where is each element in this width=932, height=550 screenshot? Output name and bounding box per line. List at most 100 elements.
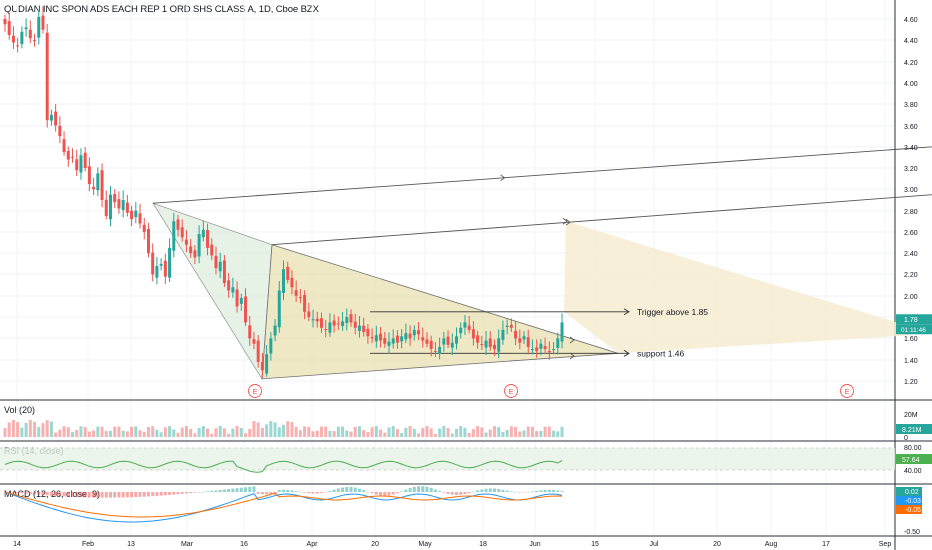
- volume-last-tag: [896, 424, 932, 434]
- time-tick-label: Jul: [650, 541, 659, 548]
- projection-area: [564, 221, 932, 354]
- volume-bar: [556, 431, 560, 437]
- price-tick-label: 2.80: [904, 209, 918, 216]
- candle: [248, 325, 252, 339]
- candle: [488, 338, 492, 347]
- volume-bar: [210, 433, 214, 437]
- time-tick-label: 20: [713, 541, 721, 548]
- volume-bar: [539, 430, 543, 437]
- candle: [151, 252, 155, 275]
- candle: [412, 329, 416, 336]
- candle: [244, 296, 248, 323]
- trigger-label: Trigger above 1.85: [637, 307, 708, 317]
- volume-bar: [404, 427, 408, 437]
- macd-histogram-bar: [408, 488, 412, 492]
- volume-bar: [277, 427, 281, 437]
- candle: [328, 322, 332, 333]
- candle: [556, 338, 560, 348]
- macd-histogram-bar: [282, 489, 285, 492]
- candle: [3, 19, 7, 25]
- macd-histogram-bar: [260, 492, 264, 495]
- macd-histogram-bar: [235, 488, 239, 492]
- volume-bar: [480, 427, 484, 437]
- macd-histogram-bar: [214, 490, 218, 492]
- candle: [277, 290, 281, 328]
- volume-bar: [298, 430, 302, 437]
- macd-histogram-bar: [130, 492, 134, 498]
- candle: [197, 234, 201, 257]
- candle: [227, 280, 231, 291]
- volume-bar: [33, 421, 37, 437]
- candle: [408, 333, 412, 339]
- macd-histogram-bar: [298, 491, 302, 493]
- volume-bar: [168, 426, 172, 437]
- candle: [265, 354, 269, 374]
- candle: [125, 202, 129, 213]
- price-tick-label: 4.40: [904, 38, 918, 45]
- volume-bar: [484, 432, 488, 437]
- volume-bar: [248, 428, 252, 437]
- macd-histogram-bar: [244, 487, 248, 492]
- candle: [501, 329, 505, 340]
- macd-histogram-bar: [265, 492, 269, 495]
- volume-bar: [370, 427, 374, 437]
- volume-bar: [16, 422, 20, 437]
- candle: [108, 194, 112, 220]
- volume-bar: [425, 426, 429, 437]
- macd-histogram-bar: [307, 492, 311, 494]
- macd-histogram-bar: [429, 487, 433, 492]
- volume-bar: [130, 426, 134, 437]
- macd-histogram-bar: [146, 492, 150, 497]
- candle: [387, 341, 391, 346]
- volume-bar: [79, 426, 83, 437]
- volume-bar: [429, 428, 433, 437]
- macd-histogram-bar: [104, 492, 108, 498]
- volume-bar: [28, 420, 32, 437]
- macd-histogram-bar: [349, 487, 353, 492]
- macd-histogram-bar: [180, 492, 184, 494]
- macd-histogram-bar: [193, 492, 197, 493]
- time-tick-label: Mar: [181, 541, 194, 548]
- volume-bar: [438, 428, 442, 437]
- volume-bar: [75, 429, 79, 437]
- volume-bar: [108, 430, 112, 437]
- candle: [146, 228, 150, 254]
- volume-bar: [400, 433, 404, 437]
- macd-histogram-bar: [560, 491, 564, 492]
- macd-histogram-bar: [442, 492, 446, 493]
- macd-histogram-bar: [556, 490, 560, 492]
- candle: [54, 111, 58, 126]
- price-tick-label: 3.00: [904, 187, 918, 194]
- candle: [142, 224, 146, 232]
- macd-histogram-bar: [379, 492, 383, 496]
- volume-bar: [235, 426, 239, 437]
- volume-bar: [497, 427, 501, 437]
- candle: [425, 339, 429, 344]
- volume-bar: [467, 433, 471, 437]
- candle: [239, 297, 243, 304]
- macd-histogram-bar: [467, 492, 471, 493]
- volume-bar: [176, 432, 180, 437]
- macd-line: [4, 491, 563, 523]
- price-tick-label: 2.20: [904, 272, 918, 279]
- macd-histogram-bar: [303, 492, 307, 493]
- volume-bar: [138, 430, 142, 437]
- candle: [450, 342, 454, 348]
- macd-histogram-bar: [16, 492, 20, 494]
- volume-bar: [362, 430, 366, 437]
- volume-bar: [488, 429, 492, 437]
- volume-bar: [383, 432, 387, 437]
- volume-bar: [387, 427, 391, 437]
- candle: [421, 337, 425, 341]
- candle: [218, 261, 222, 272]
- candle: [311, 319, 315, 321]
- volume-bar: [463, 427, 467, 437]
- macd-histogram-bar: [395, 492, 399, 494]
- candle: [163, 260, 167, 277]
- macd-tick-label: -0.50: [904, 529, 920, 536]
- volume-bar: [518, 431, 522, 437]
- volume-bar: [408, 426, 412, 437]
- volume-bar: [201, 426, 205, 437]
- time-tick-label: 17: [822, 541, 830, 548]
